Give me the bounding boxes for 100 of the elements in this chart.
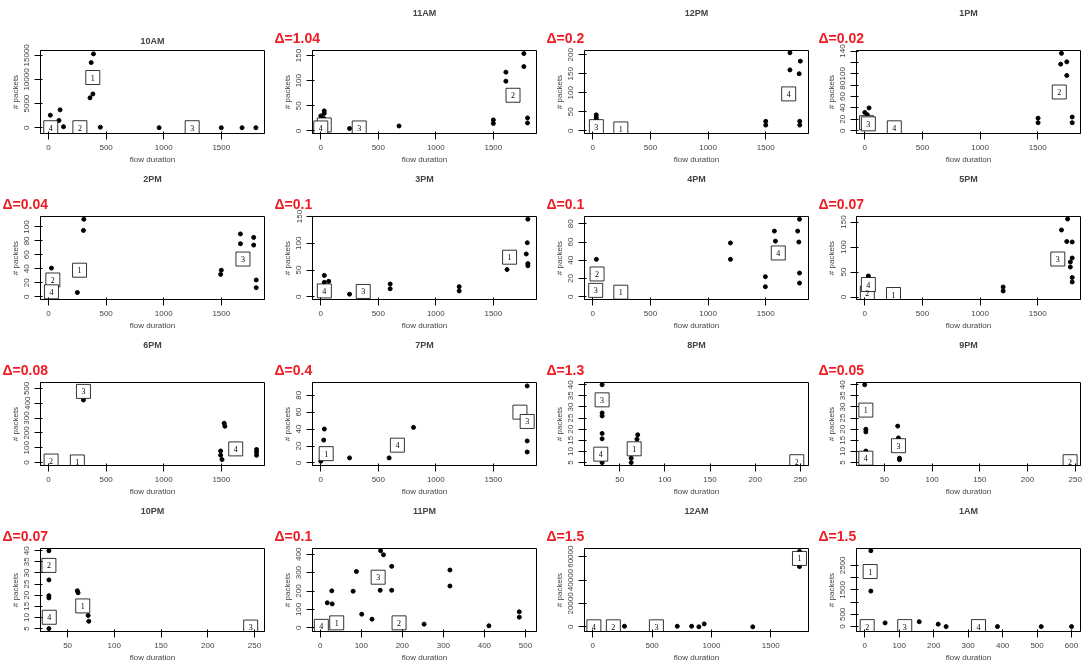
y-tick-label: 20 bbox=[566, 273, 576, 283]
annotation: 4 bbox=[866, 280, 871, 290]
x-tick-label: 1000 bbox=[426, 474, 446, 484]
annotation: 4 bbox=[318, 123, 323, 133]
y-tick-label: 40 bbox=[566, 379, 576, 390]
y-axis-title: # packets bbox=[826, 406, 836, 442]
y-tick-label: 80 bbox=[294, 390, 304, 400]
annotation: 4 bbox=[48, 123, 53, 133]
x-tick-label: 0 bbox=[46, 474, 52, 484]
x-axis-title: flow duration bbox=[945, 486, 992, 496]
y-tick-label: 20000 bbox=[566, 591, 576, 615]
x-axis-title: flow duration bbox=[673, 320, 720, 330]
y-tick-label: 500 bbox=[22, 381, 32, 396]
y-tick-label: 150 bbox=[294, 48, 304, 63]
x-tick-label: 1000 bbox=[154, 142, 174, 152]
text: Δ=0.04 bbox=[2, 195, 49, 212]
annotation: 1 bbox=[90, 73, 95, 83]
x-tick-label: 100 bbox=[892, 640, 907, 650]
x-tick-label: 1000 bbox=[699, 142, 718, 152]
y-axis-title: # packets bbox=[10, 74, 20, 110]
y-tick-label: 5000 bbox=[22, 94, 32, 113]
y-axis-title: # packets bbox=[554, 74, 564, 110]
annotation: 3 bbox=[1055, 255, 1060, 264]
x-axis-title: flow duration bbox=[401, 486, 448, 496]
y-tick-label: 0 bbox=[294, 460, 304, 466]
x-tick-label: 250 bbox=[1068, 474, 1083, 484]
x-tick-label: 500 bbox=[643, 308, 658, 318]
annotation: 2 bbox=[49, 457, 54, 467]
y-tick-label: 5 bbox=[566, 459, 576, 465]
y-tick-label: 400 bbox=[22, 396, 32, 410]
text: Δ=1.5 bbox=[546, 527, 585, 544]
annotation: 1 bbox=[891, 290, 896, 300]
x-axis-title: flow duration bbox=[129, 320, 176, 330]
x-tick-label: 1000 bbox=[971, 142, 990, 152]
y-tick-label: 150 bbox=[566, 66, 576, 81]
x-tick-label: 300 bbox=[436, 640, 451, 650]
x-tick-label: 1500 bbox=[484, 142, 503, 152]
annotation: 1 bbox=[75, 457, 80, 467]
annotation: 2 bbox=[1068, 457, 1073, 467]
annotation: 4 bbox=[47, 613, 52, 623]
annotation: 1 bbox=[334, 618, 339, 628]
text: Δ=0.1 bbox=[546, 195, 585, 212]
annotation: 1 bbox=[618, 288, 623, 298]
x-axis-title: flow duration bbox=[401, 652, 448, 662]
y-tick-label: 100 bbox=[22, 219, 32, 234]
y-tick-label: 25 bbox=[566, 413, 576, 423]
y-tick-label: 0 bbox=[294, 625, 304, 631]
y-tick-label: 0 bbox=[838, 294, 848, 300]
y-axis-title: # packets bbox=[554, 240, 564, 276]
x-tick-label: 500 bbox=[1030, 640, 1045, 650]
x-tick-label: 0 bbox=[318, 308, 324, 318]
y-tick-label: 60000 bbox=[566, 545, 576, 568]
annotation: 3 bbox=[654, 622, 659, 632]
x-tick-label: 200 bbox=[927, 640, 941, 650]
annotation: 1 bbox=[797, 554, 802, 564]
annotation: 1 bbox=[632, 444, 637, 454]
y-tick-label: 10000 bbox=[22, 67, 32, 91]
x-tick-label: 1500 bbox=[1028, 142, 1048, 152]
chart-title: 3PM bbox=[415, 173, 434, 184]
annotation: 2 bbox=[794, 457, 799, 467]
x-tick-label: 150 bbox=[973, 474, 988, 484]
x-tick-label: 1000 bbox=[426, 142, 446, 152]
y-tick-label: 35 bbox=[566, 390, 576, 401]
annotation: 4 bbox=[322, 286, 327, 296]
chart-title: 12AM bbox=[684, 505, 709, 516]
y-tick-label: 0 bbox=[838, 623, 848, 629]
x-axis-title: flow duration bbox=[129, 652, 176, 662]
y-axis-title: # packets bbox=[10, 406, 20, 442]
annotation: 1 bbox=[324, 449, 329, 459]
annotation: 2 bbox=[611, 622, 616, 632]
text: Δ=0.07 bbox=[2, 527, 49, 544]
y-tick-label: 40 bbox=[566, 255, 576, 265]
annotation: 2 bbox=[511, 91, 516, 101]
x-tick-label: 500 bbox=[915, 142, 930, 152]
y-tick-label: 25 bbox=[22, 579, 32, 589]
x-tick-label: 1000 bbox=[154, 474, 174, 484]
y-tick-label: 0 bbox=[566, 128, 576, 134]
x-axis-title: flow duration bbox=[945, 652, 992, 662]
y-tick-label: 5 bbox=[838, 459, 848, 465]
x-axis-title: flow duration bbox=[945, 320, 992, 330]
y-tick-label: 60 bbox=[22, 249, 32, 260]
y-tick-label: 400 bbox=[294, 546, 304, 561]
x-tick-label: 0 bbox=[46, 142, 52, 152]
annotation: 3 bbox=[361, 287, 366, 297]
x-tick-label: 1000 bbox=[154, 308, 174, 318]
y-tick-label: 80 bbox=[838, 80, 848, 90]
annotation: 3 bbox=[896, 441, 901, 451]
y-tick-label: 0 bbox=[294, 128, 304, 134]
y-tick-label: 2500 bbox=[838, 555, 848, 575]
x-tick-label: 500 bbox=[371, 308, 386, 318]
y-axis-title: # packets bbox=[826, 74, 836, 110]
x-tick-label: 150 bbox=[703, 474, 718, 484]
text: Δ=0.05 bbox=[818, 361, 865, 378]
annotation: 4 bbox=[863, 454, 868, 464]
y-tick-label: 35 bbox=[838, 390, 848, 401]
annotation: 1 bbox=[618, 124, 623, 134]
annotation: 4 bbox=[598, 450, 603, 460]
chart-title: 11PM bbox=[412, 505, 437, 516]
x-tick-label: 1500 bbox=[484, 308, 503, 318]
y-tick-label: 300 bbox=[294, 565, 304, 580]
